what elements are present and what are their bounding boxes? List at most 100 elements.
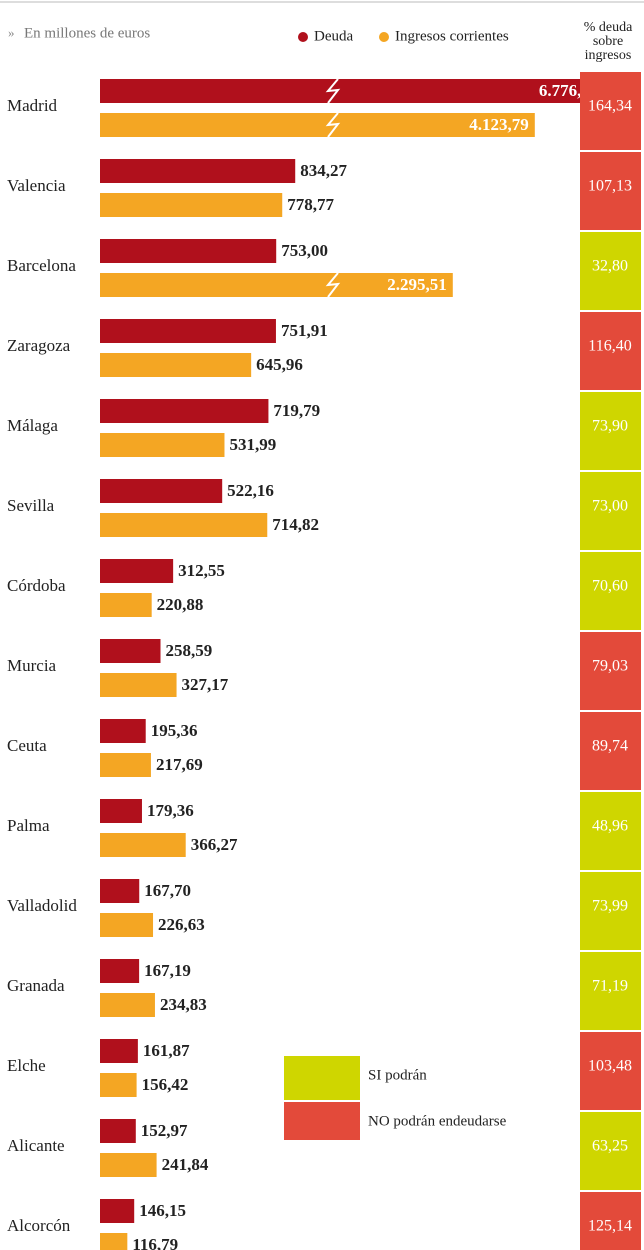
category-label: Elche [7, 1056, 46, 1075]
ratio-cell [580, 392, 641, 470]
value-label: 366,27 [191, 835, 238, 854]
value-label: 167,70 [144, 881, 191, 900]
ratio-label: 71,19 [592, 978, 628, 995]
ratio-cell [580, 72, 641, 150]
category-label: Palma [7, 816, 50, 835]
legend-swatch [298, 32, 308, 42]
value-label: 719,79 [273, 401, 320, 420]
axis-break [325, 272, 341, 298]
ratio-cell [580, 1112, 641, 1190]
ratio-label: 73,90 [592, 418, 628, 435]
bar [100, 79, 605, 103]
value-label: 152,97 [141, 1121, 188, 1140]
bar [100, 513, 268, 537]
ratio-header: % deuda sobre ingresos [583, 20, 633, 63]
ratio-label: 89,74 [592, 738, 628, 755]
ratio-cell [580, 632, 641, 710]
value-label: 531,99 [229, 435, 276, 454]
bar [100, 399, 269, 423]
ratio-label: 73,00 [592, 498, 628, 515]
value-label: 2.295,51 [387, 275, 447, 294]
bar [100, 593, 152, 617]
category-label: Murcia [7, 656, 57, 675]
bar [100, 913, 154, 937]
bar [100, 673, 177, 697]
value-label: 714,82 [272, 515, 319, 534]
subtitle: En millones de euros [24, 25, 150, 41]
bar [100, 1199, 135, 1223]
legend-label: Deuda [314, 28, 353, 44]
ratio-label: 48,96 [592, 818, 628, 835]
value-label: 195,36 [151, 721, 198, 740]
bar [100, 959, 140, 983]
value-label: 226,63 [158, 915, 205, 934]
value-label: 645,96 [256, 355, 303, 374]
category-label: Alcorcón [7, 1216, 71, 1235]
ratio-cell [580, 1192, 641, 1250]
ratio-legend-swatch [284, 1102, 360, 1140]
category-label: Valencia [7, 176, 66, 195]
ratio-cell [580, 472, 641, 550]
value-label: 146,15 [139, 1201, 186, 1220]
value-label: 217,69 [156, 755, 203, 774]
bar [100, 433, 225, 457]
ratio-legend-swatch [284, 1056, 360, 1100]
axis-break [325, 78, 341, 104]
value-label: 778,77 [287, 195, 334, 214]
axis-break [325, 112, 341, 138]
bar [100, 193, 283, 217]
bar [100, 353, 252, 377]
ratio-label: 63,25 [592, 1138, 628, 1155]
ratio-legend-label: NO podrán endeudarse [368, 1113, 507, 1129]
category-label: Málaga [7, 416, 58, 435]
bar [100, 799, 142, 823]
bar [100, 479, 223, 503]
value-label: 753,00 [281, 241, 328, 260]
category-label: Madrid [7, 96, 58, 115]
bar [100, 113, 535, 137]
ratio-cell [580, 712, 641, 790]
ratio-cell [580, 152, 641, 230]
bar [100, 1039, 138, 1063]
ratio-cell [580, 552, 641, 630]
ratio-label: 79,03 [592, 658, 628, 675]
bar [100, 833, 186, 857]
category-label: Zaragoza [7, 336, 71, 355]
value-label: 834,27 [300, 161, 347, 180]
ratio-label: 103,48 [588, 1058, 632, 1075]
value-label: 167,19 [144, 961, 191, 980]
value-label: 156,42 [142, 1075, 189, 1094]
value-label: 327,17 [182, 675, 229, 694]
ratio-label: 73,99 [592, 898, 628, 915]
value-label: 258,59 [166, 641, 213, 660]
ratio-cell [580, 1032, 641, 1110]
ratio-legend-label: SI podrán [368, 1067, 427, 1083]
bar [100, 273, 453, 297]
category-label: Barcelona [7, 256, 76, 275]
bar [100, 1073, 137, 1097]
category-label: Córdoba [7, 576, 66, 595]
ratio-cell [580, 232, 641, 310]
legend-swatch [379, 32, 389, 42]
ratio-label: 116,40 [588, 338, 631, 355]
bar [100, 993, 155, 1017]
ratio-label: 107,13 [588, 178, 632, 195]
bar [100, 1153, 157, 1177]
ratio-label: 70,60 [592, 578, 628, 595]
bar [100, 319, 276, 343]
category-label: Alicante [7, 1136, 65, 1155]
bar [100, 719, 146, 743]
ratio-label: 164,34 [588, 98, 632, 115]
value-label: 179,36 [147, 801, 194, 820]
value-label: 220,88 [157, 595, 204, 614]
value-label: 241,84 [162, 1155, 209, 1174]
bar [100, 753, 151, 777]
bar [100, 239, 277, 263]
value-label: 161,87 [143, 1041, 190, 1060]
bar [100, 879, 140, 903]
category-label: Granada [7, 976, 65, 995]
bar [100, 159, 296, 183]
ratio-cell [580, 952, 641, 1030]
